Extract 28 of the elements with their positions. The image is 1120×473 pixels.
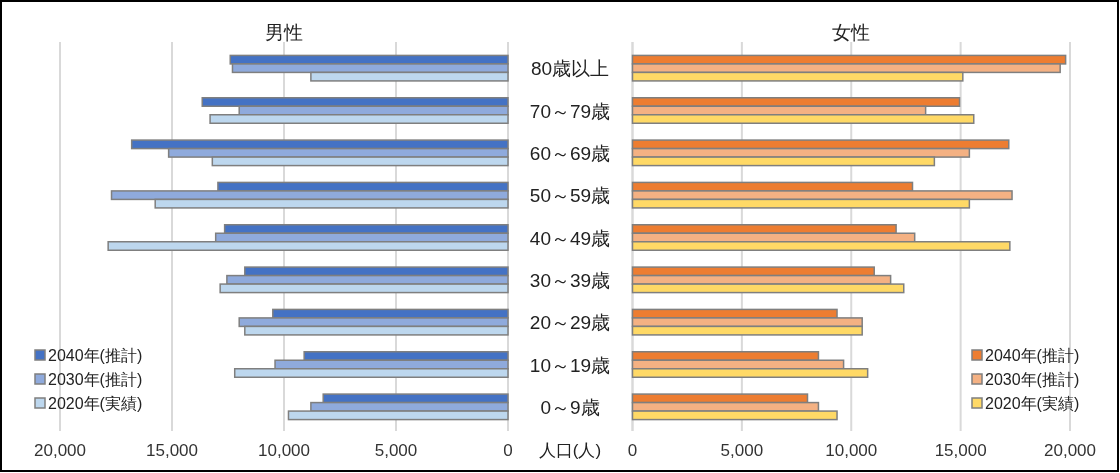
y-tick-label: 30～39歳 bbox=[529, 269, 611, 291]
legend-label: 2030年(推計) bbox=[48, 371, 143, 388]
x-tick-label: 10,000 bbox=[825, 441, 878, 460]
x-axis-title: 人口(人) bbox=[538, 441, 602, 460]
chart-title: 女性 bbox=[832, 22, 871, 43]
y-tick-label: 10～19歳 bbox=[529, 354, 611, 376]
x-tick-label: 10,000 bbox=[258, 441, 310, 460]
chart-title: 男性 bbox=[265, 22, 303, 43]
x-tick-label: 5,000 bbox=[720, 441, 764, 460]
legend-label: 2020年(実績) bbox=[48, 395, 143, 412]
y-tick-label: 20～29歳 bbox=[529, 312, 611, 334]
y-tick-label: 80歳以上 bbox=[530, 58, 610, 80]
y-tick-label: 50～59歳 bbox=[529, 185, 611, 207]
x-tick-label: 0 bbox=[627, 441, 638, 460]
x-tick-label: 15,000 bbox=[934, 441, 987, 460]
y-tick-label: 40～49歳 bbox=[529, 227, 611, 249]
x-tick-label: 5,000 bbox=[374, 441, 418, 460]
x-tick-label: 20,000 bbox=[1044, 441, 1096, 460]
legend-label: 2040年(推計) bbox=[48, 347, 143, 364]
legend-label: 2030年(推計) bbox=[985, 371, 1080, 388]
x-tick-label: 15,000 bbox=[146, 441, 198, 460]
y-tick-label: 0～9歳 bbox=[540, 396, 600, 418]
legend-label: 2040年(推計) bbox=[985, 347, 1080, 364]
y-tick-label: 60～69歳 bbox=[529, 142, 611, 164]
x-tick-label: 20,000 bbox=[34, 441, 86, 460]
y-tick-label: 70～79歳 bbox=[529, 100, 611, 122]
legend-label: 2020年(実績) bbox=[985, 395, 1080, 412]
x-tick-label: 0 bbox=[503, 441, 513, 460]
